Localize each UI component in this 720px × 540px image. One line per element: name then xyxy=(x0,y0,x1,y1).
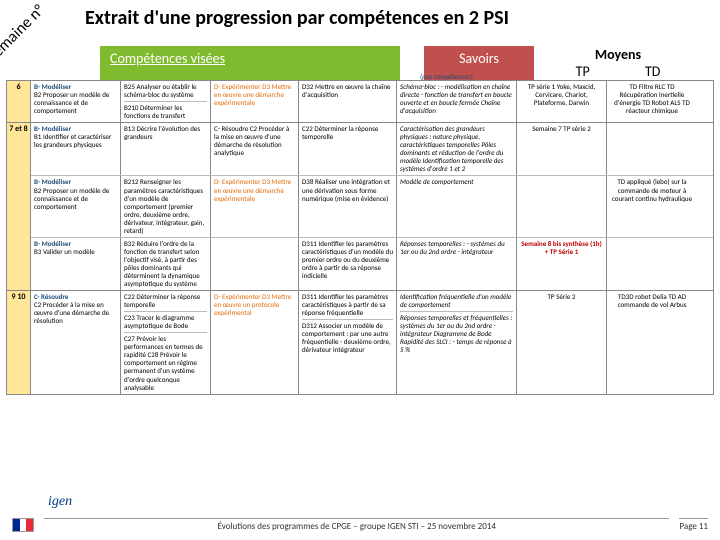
col-b-cell: C- Résoudre C2 Procéder à la mise en œuv… xyxy=(211,123,299,175)
savoirs-cell: Schéma-bloc : - modélisation en chaîne d… xyxy=(397,81,517,122)
modeliser-cell: B- Modéliser B2 Proposer un modèle de co… xyxy=(31,81,121,122)
col-c-cell: C22 Déterminer la réponse temporelle xyxy=(299,123,397,175)
week-cell: 9 10 xyxy=(7,291,31,394)
tp-cell: TP Série 2 xyxy=(517,291,607,394)
modeliser-cell: B- ModéliserB2 Proposer un modèle de con… xyxy=(31,176,121,236)
header-moyens: Moyens TP TD xyxy=(548,46,688,80)
tp-cell: TP série 1 Yoke, Maxcid, Cervicare, Char… xyxy=(517,81,607,122)
table-row: 6 B- Modéliser B2 Proposer un modèle de … xyxy=(7,81,713,123)
td-cell: TD Filtre RLC TD Récupération inertielle… xyxy=(607,81,697,122)
modeliser-cell: B- ModéliserB3 Valider un modèle xyxy=(31,238,121,290)
table-row: 9 10 C- RésoudreC2 Procéder à la mise en… xyxy=(7,291,713,394)
footer-page: Page 11 xyxy=(679,518,708,532)
tp-cell: Semaine 7 TP série 2 xyxy=(517,123,607,175)
savoirs-cell: Réponses temporelles : - systèmes du 1er… xyxy=(397,238,517,290)
footer-text: Évolutions des programmes de CPGE – grou… xyxy=(44,518,669,532)
col-a-cell: C22 Déterminer la réponse temporelle C23… xyxy=(121,291,211,394)
modeliser-cell: C- RésoudreC2 Procéder à la mise en œuvr… xyxy=(31,291,121,394)
week-cell: 7 et 8 xyxy=(7,123,31,290)
tp-cell xyxy=(517,176,607,236)
savoirs-cell: Identification fréquentielle d'un modèle… xyxy=(397,291,517,394)
col-c-cell: D38 Réaliser une intégration et une déri… xyxy=(299,176,397,236)
header-moyens-label: Moyens xyxy=(548,46,688,63)
col-a-cell: B13 Décrire l'évolution des grandeurs xyxy=(121,123,211,175)
td-cell xyxy=(607,123,697,175)
week-cell: 6 xyxy=(7,81,31,122)
col-c-cell: D311 Identifier les paramètres caractéri… xyxy=(299,291,397,394)
page-title: Extrait d'une progression par compétence… xyxy=(85,6,509,30)
col-a-cell: B32 Réduire l'ordre de la fonction de tr… xyxy=(121,238,211,290)
col-b-cell: D- Expérimenter D3 Mettre en œuvre une d… xyxy=(211,176,299,236)
col-c-cell: D32 Mettre en œuvre la chaîne d'acquisit… xyxy=(299,81,397,122)
table-row: 7 et 8 B- ModéliserB1 Identifier et cara… xyxy=(7,123,713,291)
footer: Évolutions des programmes de CPGE – grou… xyxy=(0,518,720,532)
td-cell: TD appliqué (lebo) sur la commande de mo… xyxy=(607,176,697,236)
td-cell xyxy=(607,238,697,290)
semaine-axis-label: Semaine n° xyxy=(0,1,49,66)
column-headers: Compétences visées Savoirs Moyens TP TD xyxy=(100,46,708,80)
progression-grid: 6 B- Modéliser B2 Proposer un modèle de … xyxy=(6,80,714,395)
igen-logo: igen xyxy=(48,494,72,510)
modeliser-cell: B- ModéliserB1 Identifier et caractérise… xyxy=(31,123,121,175)
col-c-cell: D311 Identifier les paramètres caractéri… xyxy=(299,238,397,290)
col-b-cell: D- Expérimenter D3 Mettre en œuvre un pr… xyxy=(211,291,299,394)
col-a-cell: B212 Renseigner les paramètres caractéri… xyxy=(121,176,211,236)
french-flag-icon xyxy=(12,518,34,532)
savoirs-cell: Caractérisation des grandeurs physiques … xyxy=(397,123,517,175)
td-cell: TD3D robot Delia TD AD commande de vol A… xyxy=(607,291,697,394)
header-tp: TP xyxy=(576,63,590,80)
header-competences: Compétences visées xyxy=(100,46,400,80)
col-a-cell: B25 Analyser ou établir le schéma-bloc d… xyxy=(121,81,211,122)
col-b-cell xyxy=(211,238,299,290)
savoirs-cell: Modèle de comportement xyxy=(397,176,517,236)
col-b-cell: D- Expérimenter D3 Mettre en œuvre une d… xyxy=(211,81,299,122)
tp-cell: Semaine 8 bis synthèse (1h) + TP Série 1 xyxy=(517,238,607,290)
header-td: TD xyxy=(645,63,660,80)
